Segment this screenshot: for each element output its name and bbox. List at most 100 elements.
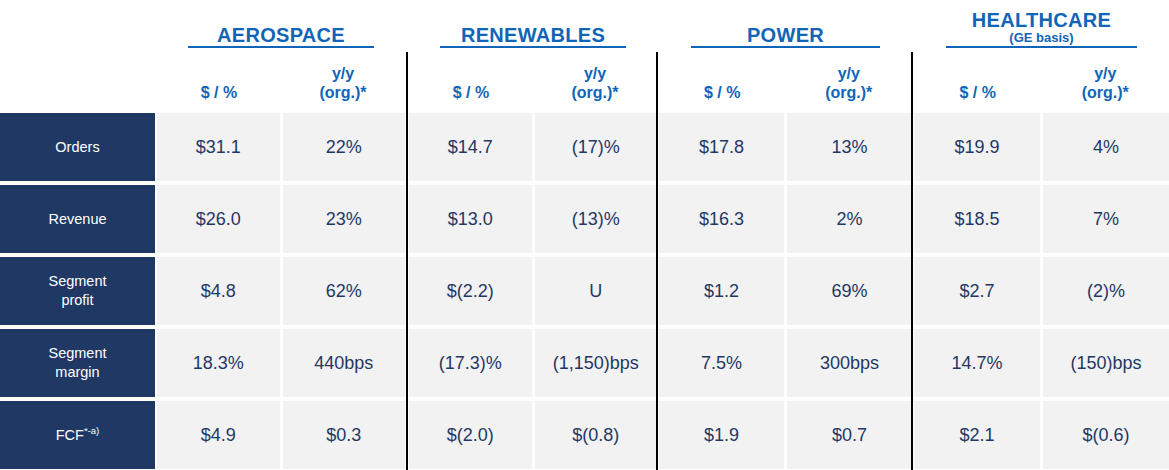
cell-power-segment-margin-value: 7.5% (659, 329, 784, 397)
cell-power-segment-profit-value: $1.2 (659, 257, 784, 325)
yoy-header-line2: (org.)* (1082, 84, 1129, 103)
row-label-text: FCF*-a) (56, 426, 100, 445)
value-column-header: $ / % (659, 50, 786, 106)
yoy-header-line1: y/y (838, 65, 860, 84)
group-title-renewables: RENEWABLES (409, 0, 657, 46)
value-column-header-label: $ / % (704, 84, 740, 103)
group-title-aerospace: AEROSPACE (157, 0, 405, 46)
cell-power-orders-value: $17.8 (659, 113, 784, 181)
title-underline (691, 46, 881, 48)
value-column-header-label: $ / % (960, 84, 996, 103)
row-label-fcf: FCF*-a) (0, 401, 155, 469)
cell-aerospace-fcf-yoy: $0.3 (283, 401, 406, 469)
cell-aerospace-orders-yoy: 22% (283, 113, 406, 181)
subheader-row: $ / % y/y (org.)* (157, 50, 405, 106)
cell-healthcare-revenue-yoy: 7% (1043, 185, 1169, 253)
subheader-row: $ / % y/y (org.)* (659, 50, 912, 106)
column-group-healthcare: HEALTHCARE (GE basis) $ / % y/y (org.)* … (914, 0, 1169, 470)
group-title-power: POWER (659, 0, 912, 46)
data-cells-power: $17.813%$16.32%$1.269%7.5%300bps$1.9$0.7 (659, 113, 912, 469)
cell-aerospace-orders-value: $31.1 (157, 113, 280, 181)
yoy-column-header: y/y (org.)* (533, 50, 657, 106)
row-label-segment-margin: Segmentmargin (0, 329, 155, 397)
cell-renewables-revenue-yoy: (13)% (535, 185, 658, 253)
row-label-text: Segment (48, 272, 106, 291)
group-title-text: HEALTHCARE (972, 10, 1111, 31)
cell-aerospace-segment-margin-value: 18.3% (157, 329, 280, 397)
cell-renewables-orders-yoy: (17)% (535, 113, 658, 181)
cell-power-fcf-yoy: $0.7 (787, 401, 912, 469)
title-underline (188, 46, 374, 48)
row-label-segment-profit: Segmentprofit (0, 257, 155, 325)
row-label-revenue: Revenue (0, 185, 155, 253)
yoy-header-line1: y/y (1094, 65, 1116, 84)
yoy-column-header: y/y (org.)* (1042, 50, 1169, 106)
group-subtitle-text: (GE basis) (1009, 31, 1073, 46)
column-group-aerospace: AEROSPACE $ / % y/y (org.)* $31.122%$26.… (157, 0, 405, 470)
row-label-orders: Orders (0, 113, 155, 181)
row-label-text: Segment (48, 344, 106, 363)
value-column-header: $ / % (914, 50, 1042, 106)
cell-healthcare-segment-margin-value: 14.7% (914, 329, 1040, 397)
cell-aerospace-segment-profit-yoy: 62% (283, 257, 406, 325)
column-group-renewables: RENEWABLES $ / % y/y (org.)* $14.7(17)%$… (409, 0, 657, 470)
cell-healthcare-fcf-yoy: $(0.6) (1043, 401, 1169, 469)
yoy-header-line2: (org.)* (825, 84, 872, 103)
group-divider-line (406, 52, 408, 470)
cell-power-orders-yoy: 13% (787, 113, 912, 181)
cell-aerospace-revenue-value: $26.0 (157, 185, 280, 253)
cell-healthcare-revenue-value: $18.5 (914, 185, 1040, 253)
cell-aerospace-fcf-value: $4.9 (157, 401, 280, 469)
title-underline (946, 46, 1137, 48)
data-cells-aerospace: $31.122%$26.023%$4.862%18.3%440bps$4.9$0… (157, 113, 405, 469)
value-column-header-label: $ / % (201, 84, 237, 103)
cell-renewables-segment-profit-value: $(2.2) (409, 257, 532, 325)
yoy-header-line2: (org.)* (319, 84, 366, 103)
cell-healthcare-fcf-value: $2.1 (914, 401, 1040, 469)
row-label-text: profit (61, 291, 93, 310)
title-underline (440, 46, 626, 48)
cell-renewables-fcf-value: $(2.0) (409, 401, 532, 469)
row-label-superscript: *-a) (84, 425, 99, 436)
cell-healthcare-orders-value: $19.9 (914, 113, 1040, 181)
cell-renewables-segment-profit-yoy: U (535, 257, 658, 325)
group-title-text: AEROSPACE (217, 25, 345, 46)
yoy-header-line2: (org.)* (571, 84, 618, 103)
cell-aerospace-segment-profit-value: $4.8 (157, 257, 280, 325)
cell-aerospace-revenue-yoy: 23% (283, 185, 406, 253)
data-cells-renewables: $14.7(17)%$13.0(13)%$(2.2)U(17.3)%(1,150… (409, 113, 657, 469)
cell-power-segment-profit-yoy: 69% (787, 257, 912, 325)
cell-power-fcf-value: $1.9 (659, 401, 784, 469)
cell-power-revenue-yoy: 2% (787, 185, 912, 253)
row-label-text: Orders (55, 138, 99, 157)
group-title-text: POWER (747, 25, 824, 46)
cell-renewables-segment-margin-value: (17.3)% (409, 329, 532, 397)
yoy-header-line1: y/y (584, 65, 606, 84)
cell-healthcare-segment-profit-yoy: (2)% (1043, 257, 1169, 325)
value-column-header: $ / % (409, 50, 533, 106)
group-divider-line (911, 52, 913, 470)
cell-aerospace-segment-margin-yoy: 440bps (283, 329, 406, 397)
cell-renewables-orders-value: $14.7 (409, 113, 532, 181)
segment-results-table: OrdersRevenueSegmentprofitSegmentmarginF… (0, 0, 1169, 470)
data-cells-healthcare: $19.94%$18.57%$2.7(2)%14.7%(150)bps$2.1$… (914, 113, 1169, 469)
cell-renewables-fcf-yoy: $(0.8) (535, 401, 658, 469)
row-label-column: OrdersRevenueSegmentprofitSegmentmarginF… (0, 113, 155, 469)
cell-healthcare-orders-yoy: 4% (1043, 113, 1169, 181)
row-label-text: Revenue (48, 210, 106, 229)
group-title-healthcare: HEALTHCARE (GE basis) (914, 0, 1169, 46)
cell-renewables-revenue-value: $13.0 (409, 185, 532, 253)
yoy-column-header: y/y (org.)* (786, 50, 913, 106)
group-divider-line (656, 52, 658, 470)
cell-healthcare-segment-profit-value: $2.7 (914, 257, 1040, 325)
yoy-header-line1: y/y (332, 65, 354, 84)
subheader-row: $ / % y/y (org.)* (914, 50, 1169, 106)
value-column-header-label: $ / % (453, 84, 489, 103)
cell-healthcare-segment-margin-yoy: (150)bps (1043, 329, 1169, 397)
column-group-power: POWER $ / % y/y (org.)* $17.813%$16.32%$… (659, 0, 912, 470)
cell-power-revenue-value: $16.3 (659, 185, 784, 253)
cell-renewables-segment-margin-yoy: (1,150)bps (535, 329, 658, 397)
group-title-text: RENEWABLES (461, 25, 605, 46)
row-label-text: margin (55, 363, 99, 382)
cell-power-segment-margin-yoy: 300bps (787, 329, 912, 397)
